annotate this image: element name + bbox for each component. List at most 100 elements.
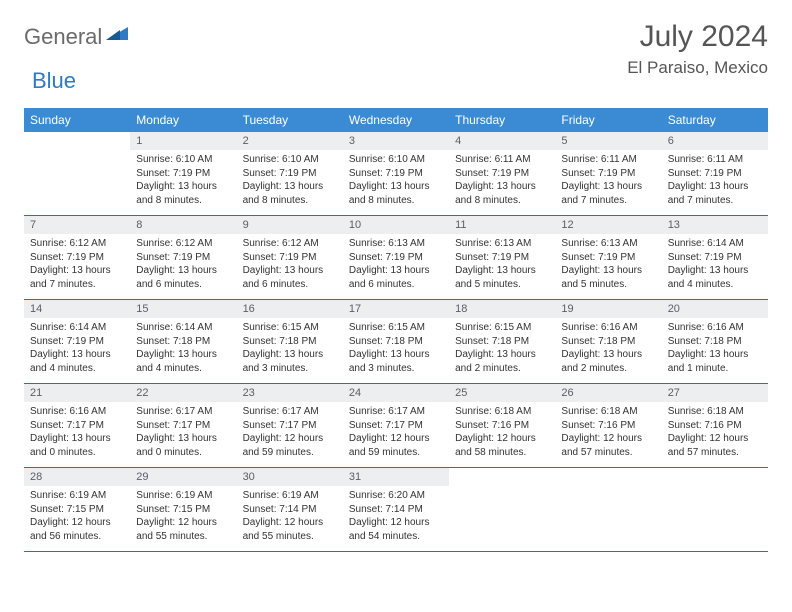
day-number (449, 468, 555, 486)
sunset-text: Sunset: 7:17 PM (349, 419, 443, 433)
sunrise-text: Sunrise: 6:20 AM (349, 489, 443, 503)
sunset-text: Sunset: 7:19 PM (136, 167, 230, 181)
daylight-text: Daylight: 13 hours and 2 minutes. (561, 348, 655, 375)
calendar-cell: 6Sunrise: 6:11 AMSunset: 7:19 PMDaylight… (662, 132, 768, 216)
day-number: 31 (343, 468, 449, 486)
day-number: 23 (237, 384, 343, 402)
day-number: 5 (555, 132, 661, 150)
dow-wednesday: Wednesday (343, 108, 449, 132)
calendar-cell: 25Sunrise: 6:18 AMSunset: 7:16 PMDayligh… (449, 384, 555, 468)
calendar-cell: 8Sunrise: 6:12 AMSunset: 7:19 PMDaylight… (130, 216, 236, 300)
sunset-text: Sunset: 7:15 PM (30, 503, 124, 517)
day-body: Sunrise: 6:12 AMSunset: 7:19 PMDaylight:… (24, 234, 130, 299)
sunset-text: Sunset: 7:18 PM (349, 335, 443, 349)
daylight-text: Daylight: 12 hours and 55 minutes. (136, 516, 230, 543)
sunrise-text: Sunrise: 6:12 AM (243, 237, 337, 251)
day-number: 13 (662, 216, 768, 234)
calendar-cell: 21Sunrise: 6:16 AMSunset: 7:17 PMDayligh… (24, 384, 130, 468)
day-body: Sunrise: 6:19 AMSunset: 7:15 PMDaylight:… (130, 486, 236, 551)
day-number (24, 132, 130, 150)
dow-thursday: Thursday (449, 108, 555, 132)
calendar-header-row: Sunday Monday Tuesday Wednesday Thursday… (24, 108, 768, 132)
day-number: 17 (343, 300, 449, 318)
day-body: Sunrise: 6:16 AMSunset: 7:18 PMDaylight:… (555, 318, 661, 383)
day-number: 30 (237, 468, 343, 486)
daylight-text: Daylight: 13 hours and 8 minutes. (349, 180, 443, 207)
sunset-text: Sunset: 7:14 PM (243, 503, 337, 517)
calendar-cell: 18Sunrise: 6:15 AMSunset: 7:18 PMDayligh… (449, 300, 555, 384)
day-body (24, 150, 130, 206)
sunrise-text: Sunrise: 6:19 AM (136, 489, 230, 503)
sunrise-text: Sunrise: 6:15 AM (349, 321, 443, 335)
sunset-text: Sunset: 7:19 PM (243, 167, 337, 181)
sunrise-text: Sunrise: 6:18 AM (561, 405, 655, 419)
day-body: Sunrise: 6:14 AMSunset: 7:18 PMDaylight:… (130, 318, 236, 383)
sunrise-text: Sunrise: 6:14 AM (136, 321, 230, 335)
calendar-cell: 22Sunrise: 6:17 AMSunset: 7:17 PMDayligh… (130, 384, 236, 468)
sunset-text: Sunset: 7:14 PM (349, 503, 443, 517)
calendar-cell: 26Sunrise: 6:18 AMSunset: 7:16 PMDayligh… (555, 384, 661, 468)
day-body: Sunrise: 6:11 AMSunset: 7:19 PMDaylight:… (555, 150, 661, 215)
day-body: Sunrise: 6:18 AMSunset: 7:16 PMDaylight:… (555, 402, 661, 467)
daylight-text: Daylight: 13 hours and 3 minutes. (243, 348, 337, 375)
sunrise-text: Sunrise: 6:12 AM (30, 237, 124, 251)
daylight-text: Daylight: 12 hours and 59 minutes. (243, 432, 337, 459)
day-body: Sunrise: 6:10 AMSunset: 7:19 PMDaylight:… (237, 150, 343, 215)
day-body: Sunrise: 6:17 AMSunset: 7:17 PMDaylight:… (237, 402, 343, 467)
sunset-text: Sunset: 7:19 PM (668, 251, 762, 265)
sunrise-text: Sunrise: 6:13 AM (455, 237, 549, 251)
daylight-text: Daylight: 12 hours and 57 minutes. (561, 432, 655, 459)
calendar-cell: 23Sunrise: 6:17 AMSunset: 7:17 PMDayligh… (237, 384, 343, 468)
calendar-cell: 28Sunrise: 6:19 AMSunset: 7:15 PMDayligh… (24, 468, 130, 552)
calendar-cell: 14Sunrise: 6:14 AMSunset: 7:19 PMDayligh… (24, 300, 130, 384)
daylight-text: Daylight: 12 hours and 59 minutes. (349, 432, 443, 459)
sunset-text: Sunset: 7:15 PM (136, 503, 230, 517)
day-number: 27 (662, 384, 768, 402)
dow-monday: Monday (130, 108, 236, 132)
sunset-text: Sunset: 7:18 PM (455, 335, 549, 349)
sunset-text: Sunset: 7:17 PM (30, 419, 124, 433)
sunset-text: Sunset: 7:18 PM (561, 335, 655, 349)
calendar-cell: 27Sunrise: 6:18 AMSunset: 7:16 PMDayligh… (662, 384, 768, 468)
day-body: Sunrise: 6:13 AMSunset: 7:19 PMDaylight:… (449, 234, 555, 299)
sunrise-text: Sunrise: 6:12 AM (136, 237, 230, 251)
sunset-text: Sunset: 7:19 PM (136, 251, 230, 265)
day-body: Sunrise: 6:17 AMSunset: 7:17 PMDaylight:… (343, 402, 449, 467)
sunset-text: Sunset: 7:19 PM (561, 251, 655, 265)
calendar-cell: 15Sunrise: 6:14 AMSunset: 7:18 PMDayligh… (130, 300, 236, 384)
day-body (555, 486, 661, 542)
location: El Paraiso, Mexico (627, 58, 768, 78)
sunrise-text: Sunrise: 6:11 AM (668, 153, 762, 167)
daylight-text: Daylight: 12 hours and 54 minutes. (349, 516, 443, 543)
day-number: 22 (130, 384, 236, 402)
daylight-text: Daylight: 13 hours and 5 minutes. (455, 264, 549, 291)
day-number (555, 468, 661, 486)
daylight-text: Daylight: 12 hours and 58 minutes. (455, 432, 549, 459)
sunrise-text: Sunrise: 6:17 AM (243, 405, 337, 419)
daylight-text: Daylight: 13 hours and 4 minutes. (136, 348, 230, 375)
sunset-text: Sunset: 7:19 PM (349, 167, 443, 181)
day-number: 7 (24, 216, 130, 234)
day-number: 18 (449, 300, 555, 318)
daylight-text: Daylight: 13 hours and 7 minutes. (561, 180, 655, 207)
logo-text-blue: Blue (32, 68, 76, 93)
daylight-text: Daylight: 13 hours and 6 minutes. (349, 264, 443, 291)
daylight-text: Daylight: 13 hours and 4 minutes. (30, 348, 124, 375)
calendar-table: Sunday Monday Tuesday Wednesday Thursday… (24, 108, 768, 552)
day-number: 2 (237, 132, 343, 150)
calendar-cell: 31 Sunrise: 6:20 AMSunset: 7:14 PMDayligh… (343, 468, 449, 552)
daylight-text: Daylight: 13 hours and 0 minutes. (136, 432, 230, 459)
dow-sunday: Sunday (24, 108, 130, 132)
day-number (662, 468, 768, 486)
logo: General (24, 24, 130, 50)
day-number: 21 (24, 384, 130, 402)
day-number: 25 (449, 384, 555, 402)
daylight-text: Daylight: 13 hours and 4 minutes. (668, 264, 762, 291)
day-number: 8 (130, 216, 236, 234)
day-body: Sunrise: 6:15 AMSunset: 7:18 PMDaylight:… (449, 318, 555, 383)
sunrise-text: Sunrise: 6:15 AM (243, 321, 337, 335)
sunrise-text: Sunrise: 6:17 AM (136, 405, 230, 419)
sunset-text: Sunset: 7:18 PM (136, 335, 230, 349)
day-body: Sunrise: 6:11 AMSunset: 7:19 PMDaylight:… (449, 150, 555, 215)
logo-text-general: General (24, 24, 102, 50)
